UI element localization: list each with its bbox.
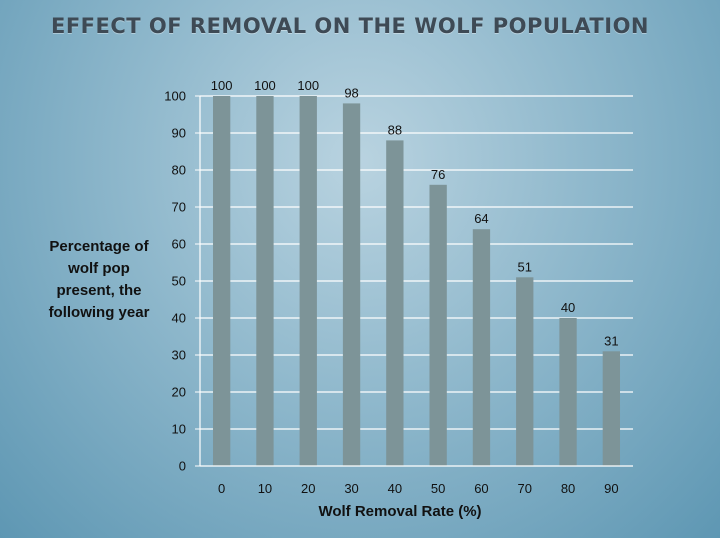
x-tick-label: 50 (431, 481, 445, 496)
y-axis-label: Percentage of wolf pop present, the foll… (48, 238, 150, 321)
data-label: 100 (211, 78, 233, 93)
x-tick-label: 40 (388, 481, 402, 496)
x-tick-label: 60 (474, 481, 488, 496)
x-tick-label: 90 (604, 481, 618, 496)
y-tick-label: 50 (172, 274, 186, 289)
data-label: 100 (254, 78, 276, 93)
data-label: 64 (474, 211, 488, 226)
data-label: 88 (388, 122, 402, 137)
data-label: 100 (297, 78, 319, 93)
data-labels: 100 100 100 98 88 76 64 51 40 31 (211, 78, 619, 348)
y-tick-label: 80 (172, 163, 186, 178)
y-tick-label: 70 (172, 200, 186, 215)
y-tick-label: 0 (179, 459, 186, 474)
bar-50 (429, 184, 447, 467)
y-tick-labels: 0 10 20 30 40 50 60 70 80 90 100 (164, 89, 186, 474)
y-tick-label: 20 (172, 385, 186, 400)
bar-60 (472, 229, 491, 466)
x-tick-label: 20 (301, 481, 315, 496)
data-label: 76 (431, 167, 445, 182)
bar-40 (386, 140, 404, 466)
bar-90 (602, 351, 621, 466)
x-axis-label: Wolf Removal Rate (%) (318, 503, 482, 520)
bars (212, 96, 621, 467)
data-label: 40 (561, 300, 575, 315)
y-tick-label: 40 (172, 311, 186, 326)
x-tick-label: 80 (561, 481, 575, 496)
y-tick-label: 100 (164, 89, 186, 104)
x-tick-labels: 0 10 20 30 40 50 60 70 80 90 (218, 481, 619, 496)
y-tick-label: 30 (172, 348, 186, 363)
y-tick-label: 10 (172, 422, 186, 437)
axes (199, 96, 633, 467)
bar-30 (342, 103, 361, 467)
bar-80 (559, 318, 577, 466)
bar-0 (212, 96, 231, 466)
y-tick-label: 60 (172, 237, 186, 252)
x-tick-label: 0 (218, 481, 225, 496)
x-tick-label: 70 (518, 481, 532, 496)
data-label: 51 (518, 259, 532, 274)
x-tick-label: 10 (258, 481, 272, 496)
chart-title: EFFECT OF REMOVAL ON THE WOLF POPULATION (50, 14, 649, 38)
y-tick-label: 90 (172, 126, 186, 141)
bar-20 (299, 96, 317, 466)
bar-70 (516, 277, 534, 466)
bar-10 (256, 96, 274, 466)
data-label: 98 (344, 85, 358, 100)
data-label: 31 (604, 333, 618, 348)
x-tick-label: 30 (344, 481, 358, 496)
